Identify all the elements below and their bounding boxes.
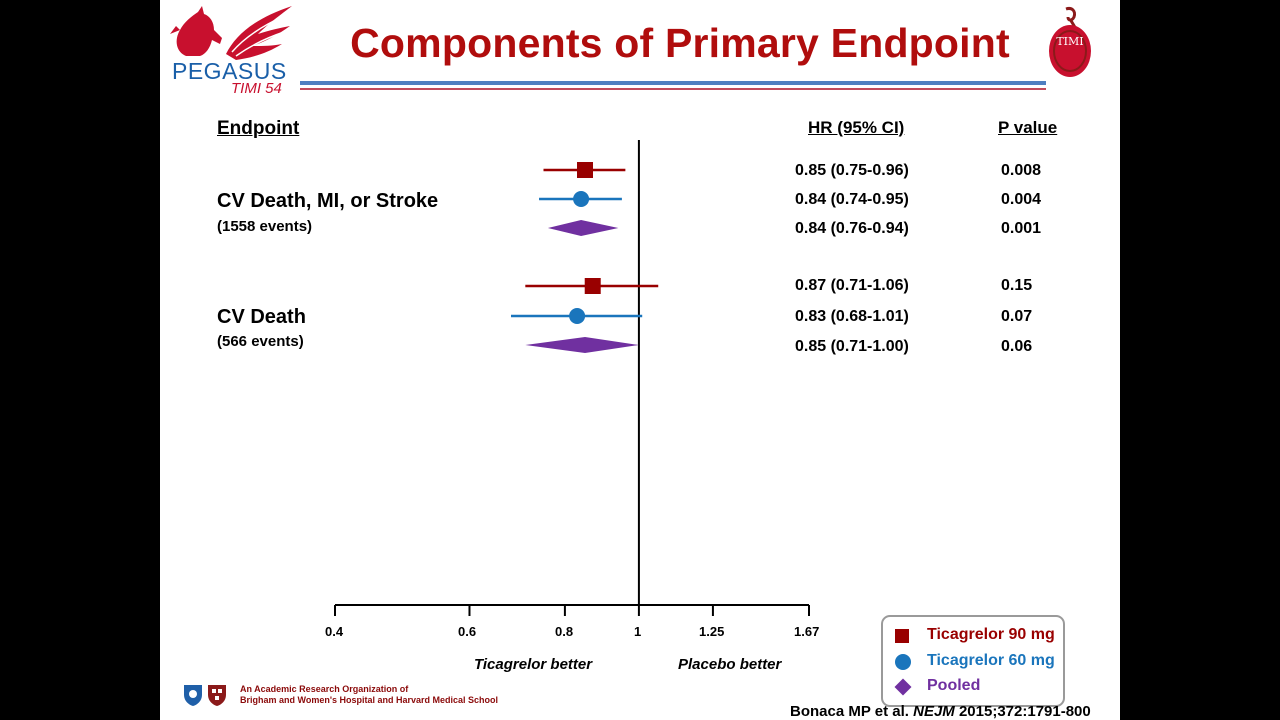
pooled-estimate-diamond	[525, 337, 639, 353]
slide-title: Components of Primary Endpoint	[350, 20, 1010, 66]
legend-label: Ticagrelor 90 mg	[927, 626, 1055, 643]
citation: Bonaca MP et al. NEJM 2015;372:1791-800	[790, 703, 1091, 720]
hr-estimate-circle	[569, 308, 586, 324]
p-value: 0.15	[1001, 277, 1033, 294]
title-rule-red	[300, 88, 1046, 90]
p-value: 0.001	[1001, 220, 1042, 237]
legend-label: Pooled	[927, 677, 981, 694]
p-value: 0.004	[1001, 191, 1042, 208]
hr-value: 0.84 (0.74-0.95)	[795, 191, 909, 208]
footer-org-line: An Academic Research Organization of	[240, 684, 409, 694]
x-tick-label: 0.8	[555, 624, 574, 639]
hr-estimate-square	[584, 278, 601, 294]
hr-value: 0.85 (0.75-0.96)	[795, 162, 909, 179]
x-tick-label: 1.25	[699, 624, 725, 639]
square-icon	[895, 629, 909, 643]
hr-value: 0.87 (0.71-1.06)	[795, 277, 909, 294]
p-value-header: P value	[998, 118, 1058, 137]
x-tick-label: 0.4	[325, 624, 344, 639]
citation-authors: Bonaca MP et al.	[790, 703, 914, 720]
endpoint-events: (1558 events)	[217, 218, 313, 235]
p-value: 0.008	[1001, 162, 1042, 179]
hr-estimate-circle	[573, 191, 590, 207]
diamond-icon	[894, 678, 912, 696]
hr-estimate-square	[577, 162, 594, 178]
hr-value: 0.85 (0.71-1.00)	[795, 338, 909, 355]
x-tick-label: 0.6	[458, 624, 477, 639]
pegasus-logo	[170, 6, 292, 60]
p-value: 0.06	[1001, 338, 1033, 355]
placebo-better-label: Placebo better	[678, 656, 782, 673]
endpoint-events: (566 events)	[217, 333, 304, 350]
slide: PEGASUS TIMI 54 TIMI Components of Prima…	[160, 0, 1120, 720]
hr-value: 0.83 (0.68-1.01)	[795, 308, 909, 325]
timi-logo-text: TIMI	[1056, 35, 1084, 48]
endpoint-header: Endpoint	[217, 118, 300, 139]
footer-org-line: Brigham and Women's Hospital and Harvard…	[240, 695, 499, 705]
title-rule-blue	[300, 81, 1046, 85]
institution-shields	[184, 685, 226, 706]
endpoint-name: CV Death, MI, or Stroke	[217, 190, 439, 212]
x-tick-label: 1	[634, 624, 642, 639]
p-value: 0.07	[1001, 308, 1033, 325]
circle-icon	[895, 654, 911, 670]
hr-header: HR (95% CI)	[808, 118, 905, 137]
logo-subtitle: TIMI 54	[231, 80, 282, 97]
pooled-estimate-diamond	[547, 220, 619, 236]
ticagrelor-better-label: Ticagrelor better	[474, 656, 593, 673]
hr-value: 0.84 (0.76-0.94)	[795, 220, 909, 237]
logo-wordmark: PEGASUS	[172, 58, 287, 84]
citation-reference: 2015;372:1791-800	[954, 703, 1091, 720]
citation-journal: NEJM	[913, 703, 955, 720]
endpoint-name: CV Death	[217, 306, 306, 328]
legend-label: Ticagrelor 60 mg	[927, 652, 1055, 669]
timi-logo	[1049, 7, 1091, 77]
forest-plot	[334, 140, 810, 616]
x-tick-label: 1.67	[794, 624, 820, 639]
legend: Ticagrelor 90 mg Ticagrelor 60 mg Pooled	[881, 615, 1065, 707]
